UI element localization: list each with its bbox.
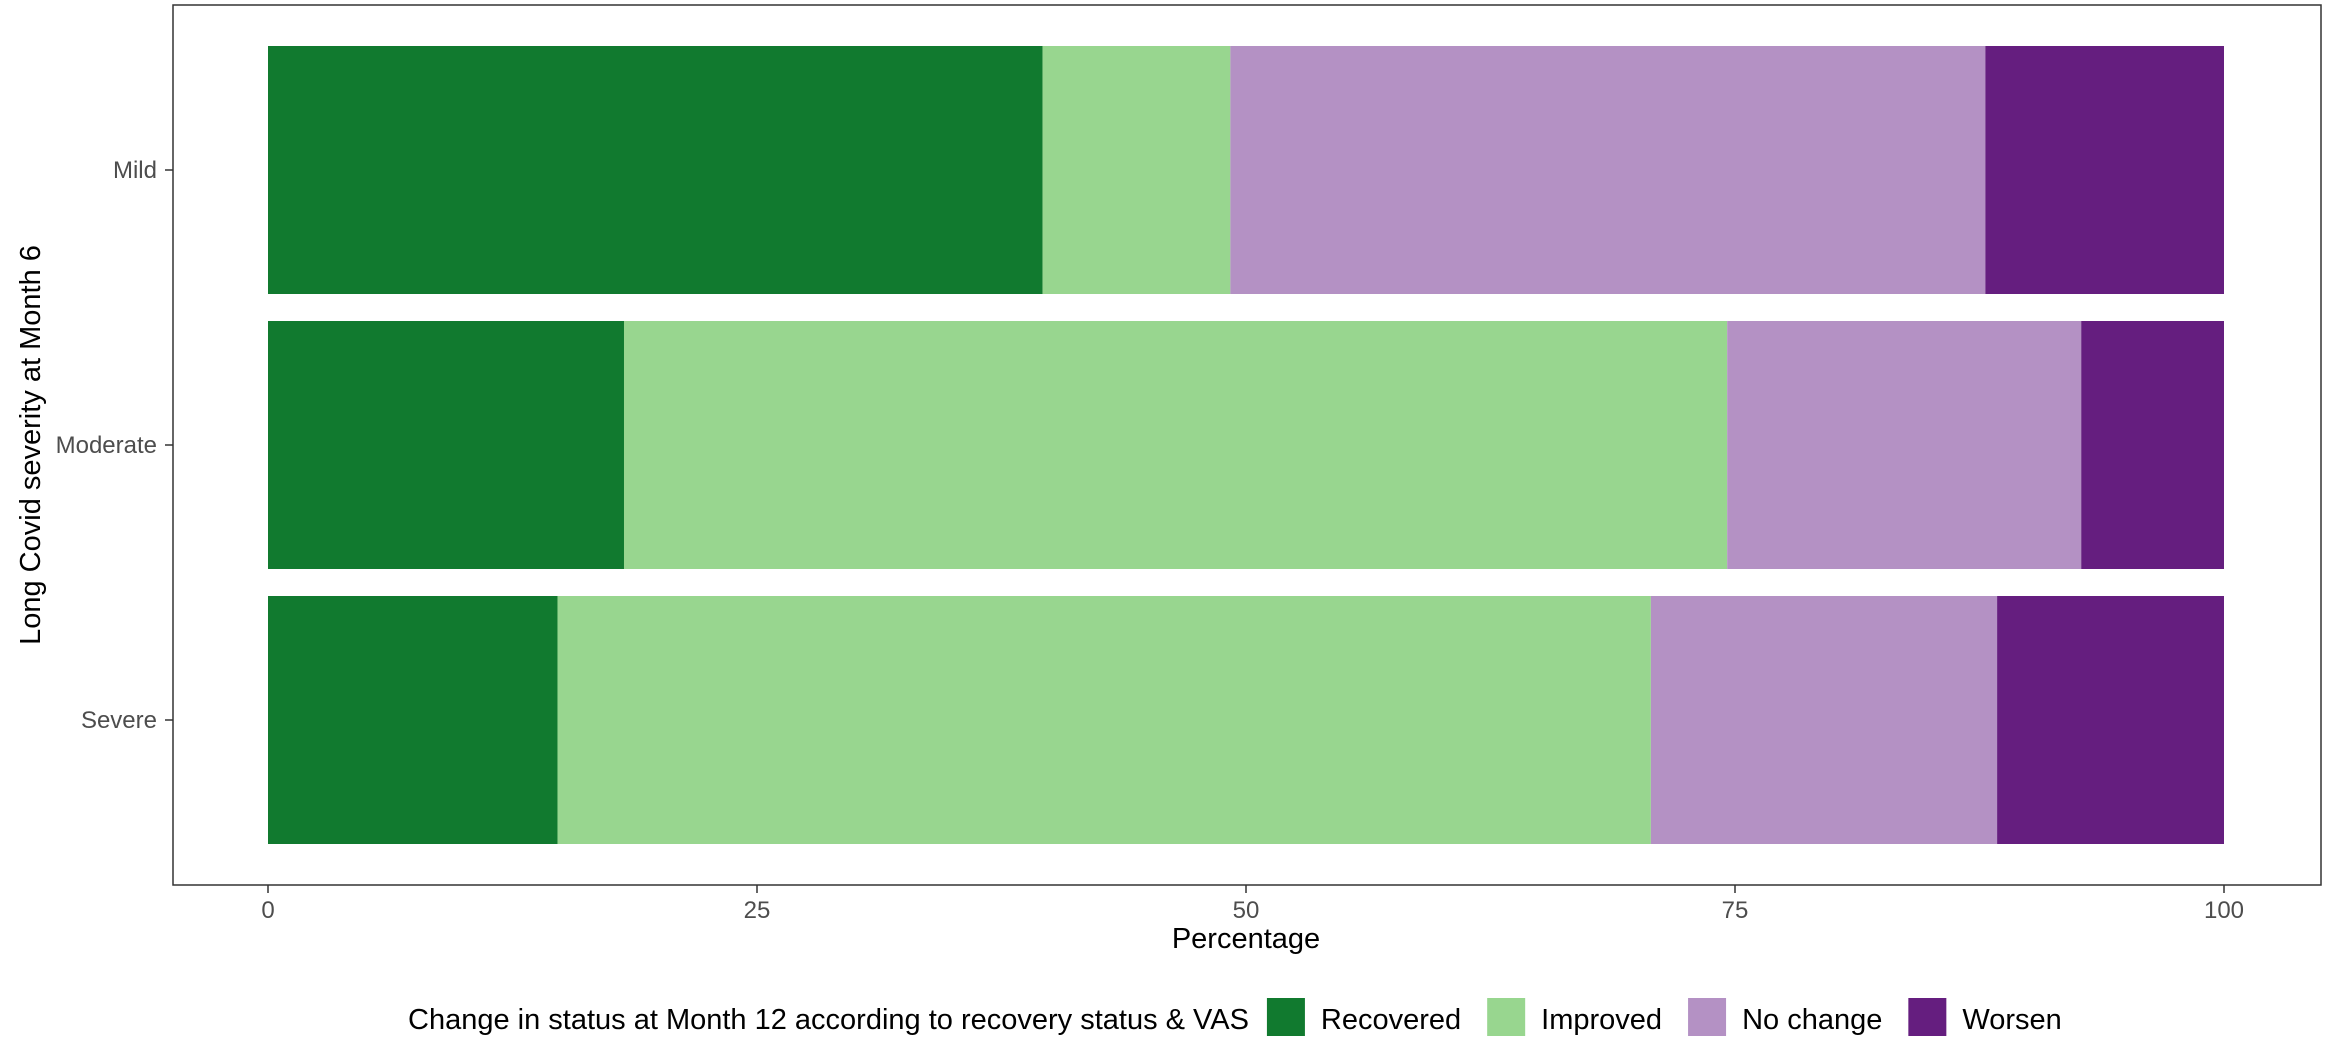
x-tick-label-75: 75 <box>1722 897 1749 924</box>
y-tick-label-severe: Severe <box>81 707 157 734</box>
bar-severe-no-change <box>1650 596 1998 844</box>
bar-mild-no-change <box>1230 46 1986 294</box>
x-tick-label-0: 0 <box>261 897 274 924</box>
y-axis-title: Long Covid severity at Month 6 <box>15 245 47 645</box>
bars-layer <box>268 46 2224 844</box>
bar-severe-recovered <box>268 596 558 844</box>
legend-swatch-recovered <box>1266 998 1305 1036</box>
x-tick-label-50: 50 <box>1233 897 1260 924</box>
bar-moderate-worsen <box>2081 321 2224 569</box>
legend-label-recovered: Recovered <box>1321 1004 1461 1036</box>
x-tick-label-100: 100 <box>2204 897 2244 924</box>
bar-mild-worsen <box>1985 46 2224 294</box>
legend-swatch-worsen <box>1908 998 1947 1036</box>
x-tick-label-25: 25 <box>744 897 771 924</box>
legend-swatch-no-change <box>1688 998 1727 1036</box>
legend-label-improved: Improved <box>1541 1004 1662 1036</box>
legend-title: Change in status at Month 12 according t… <box>408 1004 1249 1036</box>
legend-swatch-improved <box>1487 998 1526 1036</box>
legend-label-worsen: Worsen <box>1962 1004 2061 1036</box>
bar-mild-recovered <box>268 46 1043 294</box>
legend-label-no-change: No change <box>1742 1004 1882 1036</box>
y-axis: Mild Moderate Severe <box>56 157 173 734</box>
y-tick-label-mild: Mild <box>113 157 157 184</box>
bar-severe-improved <box>557 596 1651 844</box>
bar-mild-improved <box>1042 46 1231 294</box>
y-tick-label-moderate: Moderate <box>56 432 157 459</box>
bar-moderate-improved <box>623 321 1728 569</box>
x-axis-title: Percentage <box>1172 923 1320 955</box>
bar-moderate-recovered <box>268 321 624 569</box>
bar-severe-worsen <box>1997 596 2224 844</box>
x-axis: 0 25 50 75 100 <box>261 885 2244 924</box>
legend: Change in status at Month 12 according t… <box>408 998 2062 1036</box>
bar-moderate-no-change <box>1727 321 2082 569</box>
